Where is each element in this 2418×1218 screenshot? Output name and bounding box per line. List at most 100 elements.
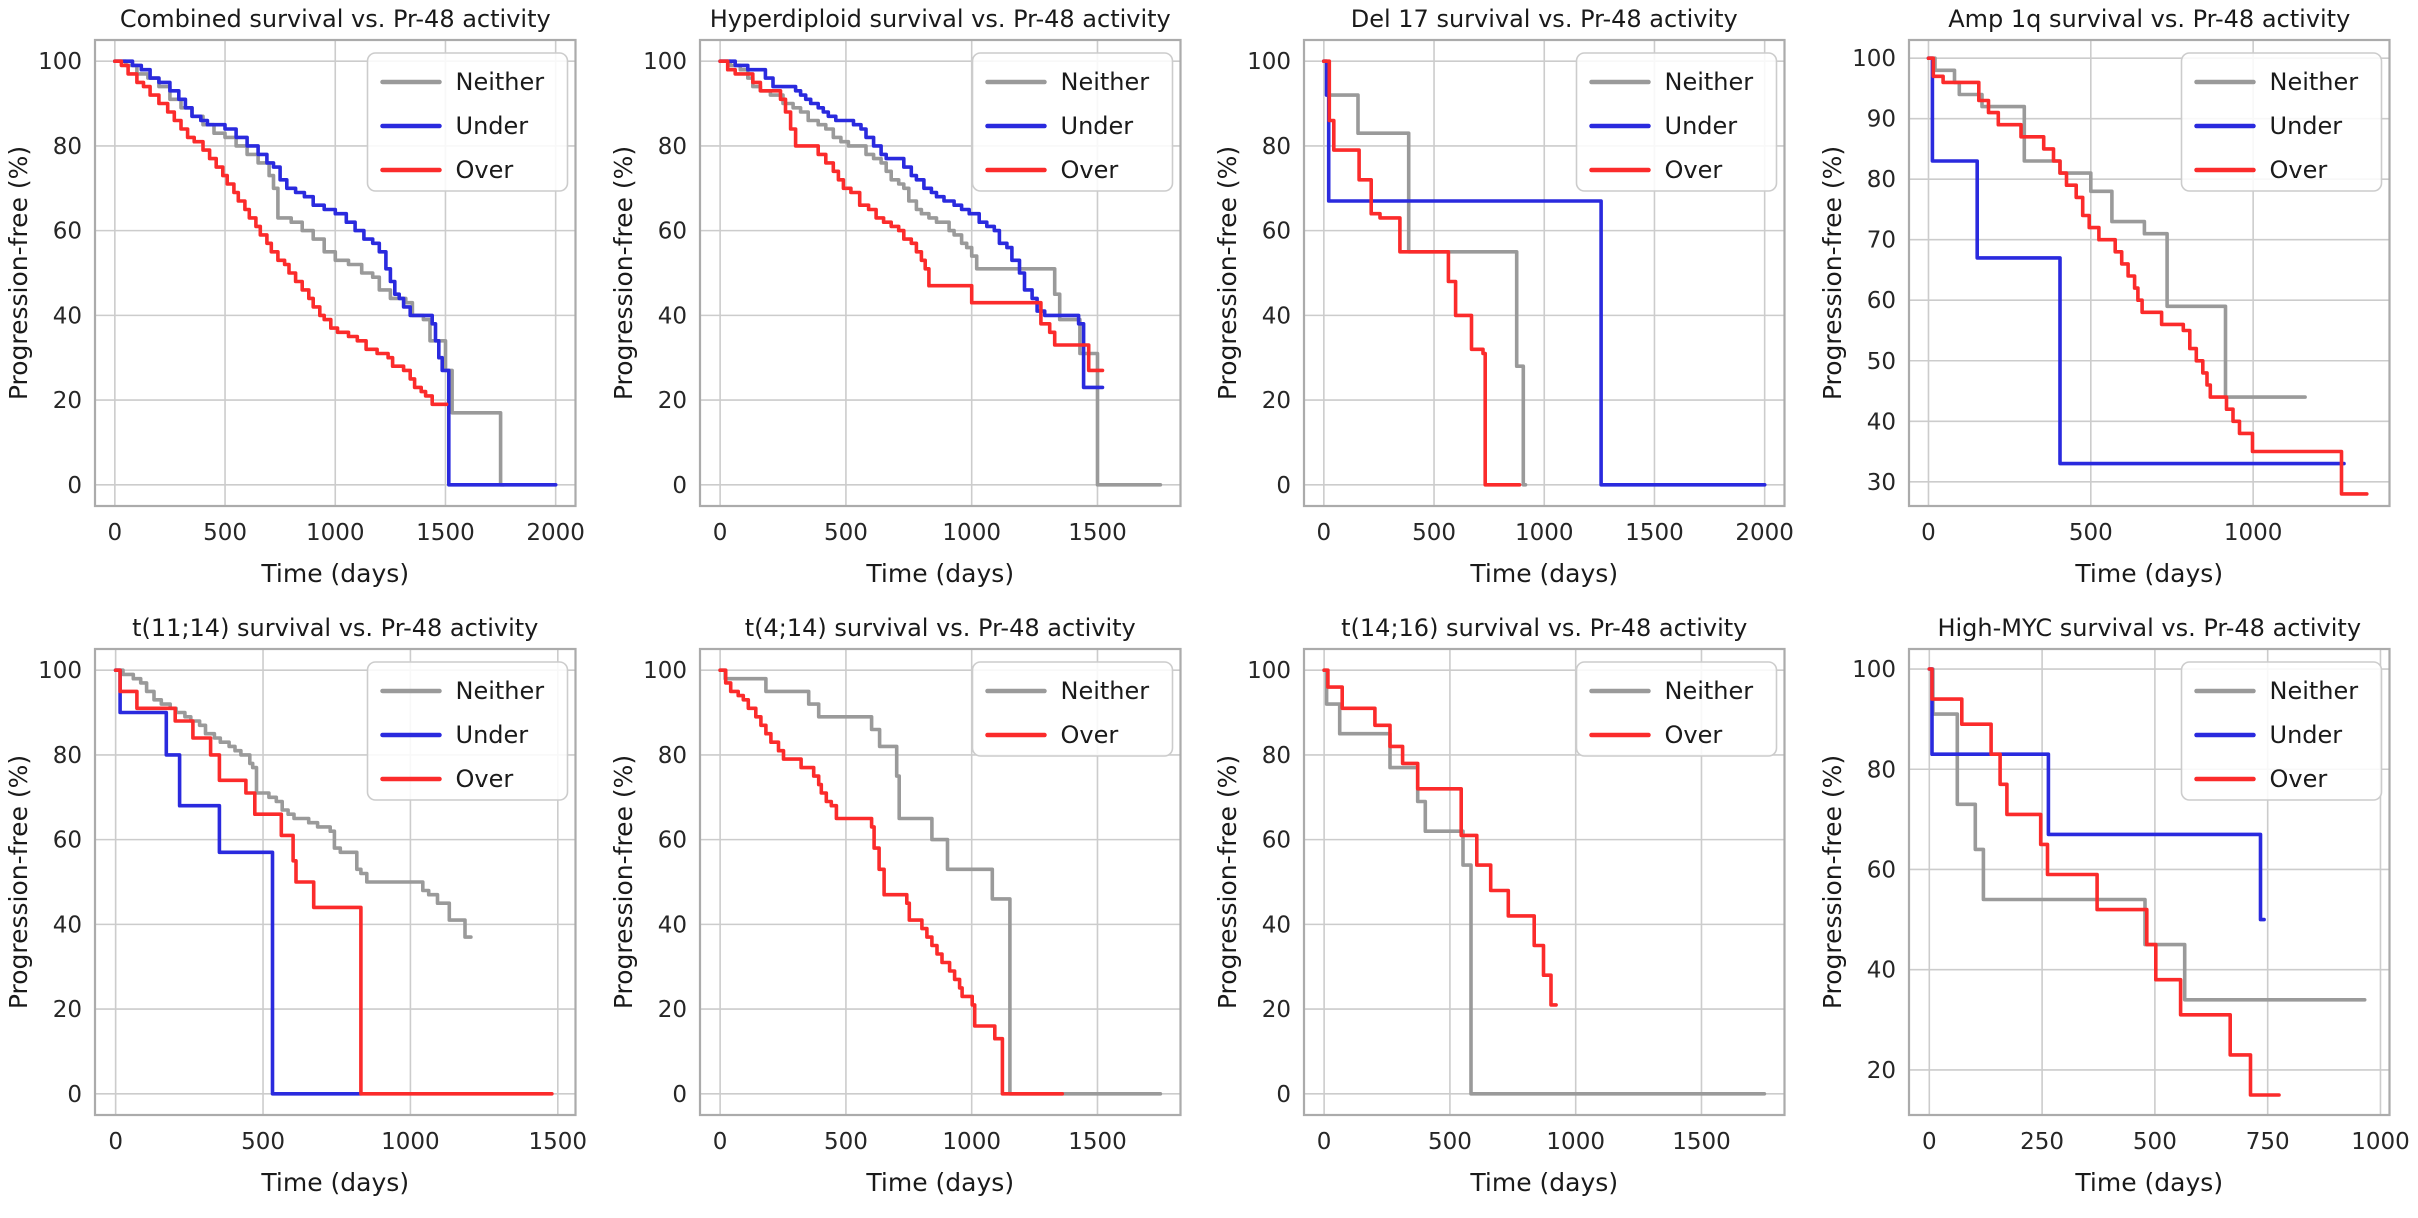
y-tick-label: 60: [1262, 219, 1291, 245]
x-axis-label: Time (days): [865, 559, 1014, 588]
x-tick-label: 500: [1428, 1129, 1472, 1155]
y-tick-label: 80: [1866, 167, 1895, 193]
x-tick-label: 750: [2245, 1129, 2289, 1155]
subplot-hyperdiploid: 0 500 1000 1500 0 20 40 60 80 100 Hyperdiploid sur…: [605, 0, 1210, 609]
chart-t11-14: 0 500 1000 1500 0 20 40 60 80 100 t(11;14) surviva…: [4, 614, 588, 1197]
y-tick-label: 80: [53, 743, 82, 769]
y-tick-label: 20: [1262, 388, 1291, 414]
x-axis-label: Time (days): [2074, 1168, 2223, 1197]
y-tick-label: 0: [67, 473, 82, 499]
y-tick-label: 50: [1866, 349, 1895, 375]
x-tick-label: 0: [712, 1129, 727, 1155]
series-line-over: [1926, 56, 2369, 496]
y-tick-label: 40: [657, 912, 686, 938]
legend-label-under: Under: [1060, 112, 1133, 140]
y-tick-label: 60: [657, 219, 686, 245]
chart-title: t(14;16) survival vs. Pr-48 activity: [1341, 614, 1747, 642]
x-tick-label: 0: [1317, 520, 1332, 546]
series-line-under: [717, 59, 1104, 390]
chart-high-myc: 0 250 500 750 1000 20 40 60 80 100 High-MYC surviv…: [1818, 614, 2410, 1197]
y-tick-label: 40: [53, 912, 82, 938]
y-tick-label: 100: [643, 658, 687, 684]
x-tick-label: 1000: [942, 1129, 1001, 1155]
y-tick-label: 40: [1866, 409, 1895, 435]
axes-spines: [93, 38, 577, 508]
legend-box: [971, 52, 1173, 192]
legend-label-under: Under: [2269, 721, 2342, 749]
y-tick-label: 80: [657, 134, 686, 160]
x-tick-label: 1000: [2351, 1129, 2410, 1155]
chart-title: Amp 1q survival vs. Pr-48 activity: [1948, 5, 2350, 33]
series-line-neither: [1926, 56, 2307, 399]
legend-label-over: Over: [1665, 156, 1723, 184]
y-tick-label: 40: [1866, 958, 1895, 984]
series-line-over: [1322, 668, 1558, 1007]
legend-label-under: Under: [1665, 112, 1738, 140]
x-axis-label: Time (days): [260, 1168, 409, 1197]
series-line-under: [1322, 59, 1767, 487]
legend-label-over: Over: [2269, 765, 2327, 793]
y-tick-label: 60: [1262, 828, 1291, 854]
legend: Neither Under Over: [366, 52, 569, 192]
x-tick-label: 1000: [942, 520, 1001, 546]
legend-box: [366, 661, 569, 801]
x-tick-label: 500: [1412, 520, 1456, 546]
y-tick-label: 100: [1852, 657, 1896, 683]
chart-title: Del 17 survival vs. Pr-48 activity: [1351, 5, 1738, 33]
y-tick-label: 20: [657, 388, 686, 414]
y-tick-label: 100: [38, 49, 82, 75]
legend: Neither Under Over: [366, 661, 569, 801]
legend-box: [971, 661, 1173, 757]
x-tick-label: 2000: [1735, 520, 1794, 546]
series-line-over: [717, 668, 1064, 1096]
legend-label-over: Over: [1060, 156, 1118, 184]
series-line-over: [717, 59, 1104, 373]
x-axis-label: Time (days): [2074, 559, 2223, 588]
chart-amp1q: 0 500 1000 30 40 50 60 70 80 90 100 Amp 1q survival…: [1818, 5, 2391, 588]
y-tick-label: 60: [53, 219, 82, 245]
y-tick-label: 0: [672, 473, 687, 499]
y-tick-label: 100: [1852, 46, 1896, 72]
legend-label-neither: Neither: [1060, 677, 1149, 705]
chart-hyperdiploid: 0 500 1000 1500 0 20 40 60 80 100 Hyperdiploid sur…: [609, 5, 1182, 588]
y-tick-label: 60: [657, 828, 686, 854]
series-line-neither: [113, 59, 506, 487]
legend-label-under: Under: [456, 112, 529, 140]
legend-box: [366, 52, 569, 192]
legend-label-neither: Neither: [1665, 677, 1754, 705]
y-tick-label: 20: [53, 388, 82, 414]
legend-label-over: Over: [2269, 156, 2327, 184]
legend-label-over: Over: [1060, 721, 1118, 749]
y-axis-label: Progression-free (%): [609, 755, 638, 1009]
subplot-amp1q: 0 500 1000 30 40 50 60 70 80 90 100 Amp 1q survival…: [1814, 0, 2418, 609]
series-line-under: [113, 668, 363, 1096]
subplot-t4-14: 0 500 1000 1500 0 20 40 60 80 100 t(4;14) survival…: [605, 609, 1210, 1218]
legend-label-neither: Neither: [2269, 68, 2358, 96]
legend-label-under: Under: [456, 721, 529, 749]
chart-t4-14: 0 500 1000 1500 0 20 40 60 80 100 t(4;14) survival…: [609, 614, 1182, 1197]
y-tick-label: 100: [1247, 49, 1291, 75]
series-line-under: [1927, 667, 2266, 922]
subplot-t11-14: 0 500 1000 1500 0 20 40 60 80 100 t(11;14) surviva…: [0, 609, 605, 1218]
legend: Neither Under Over: [1575, 52, 1778, 192]
x-tick-label: 1500: [529, 1129, 588, 1155]
x-tick-label: 1000: [1546, 1129, 1605, 1155]
y-tick-label: 80: [53, 134, 82, 160]
legend-box: [1575, 661, 1778, 757]
series-line-over: [1927, 667, 2281, 1097]
x-tick-label: 0: [712, 520, 727, 546]
x-tick-label: 0: [1921, 1129, 1936, 1155]
legend-label-neither: Neither: [2269, 677, 2358, 705]
y-tick-label: 40: [53, 303, 82, 329]
x-tick-label: 1000: [1515, 520, 1574, 546]
axes-spines: [698, 647, 1182, 1117]
y-tick-label: 100: [38, 658, 82, 684]
chart-title: t(11;14) survival vs. Pr-48 activity: [132, 614, 538, 642]
legend-box: [2180, 661, 2382, 801]
legend-label-under: Under: [2269, 112, 2342, 140]
legend-label-neither: Neither: [456, 677, 545, 705]
y-axis-label: Progression-free (%): [1213, 755, 1242, 1009]
y-tick-label: 30: [1866, 470, 1895, 496]
y-axis-label: Progression-free (%): [609, 146, 638, 400]
legend-box: [2180, 52, 2382, 192]
